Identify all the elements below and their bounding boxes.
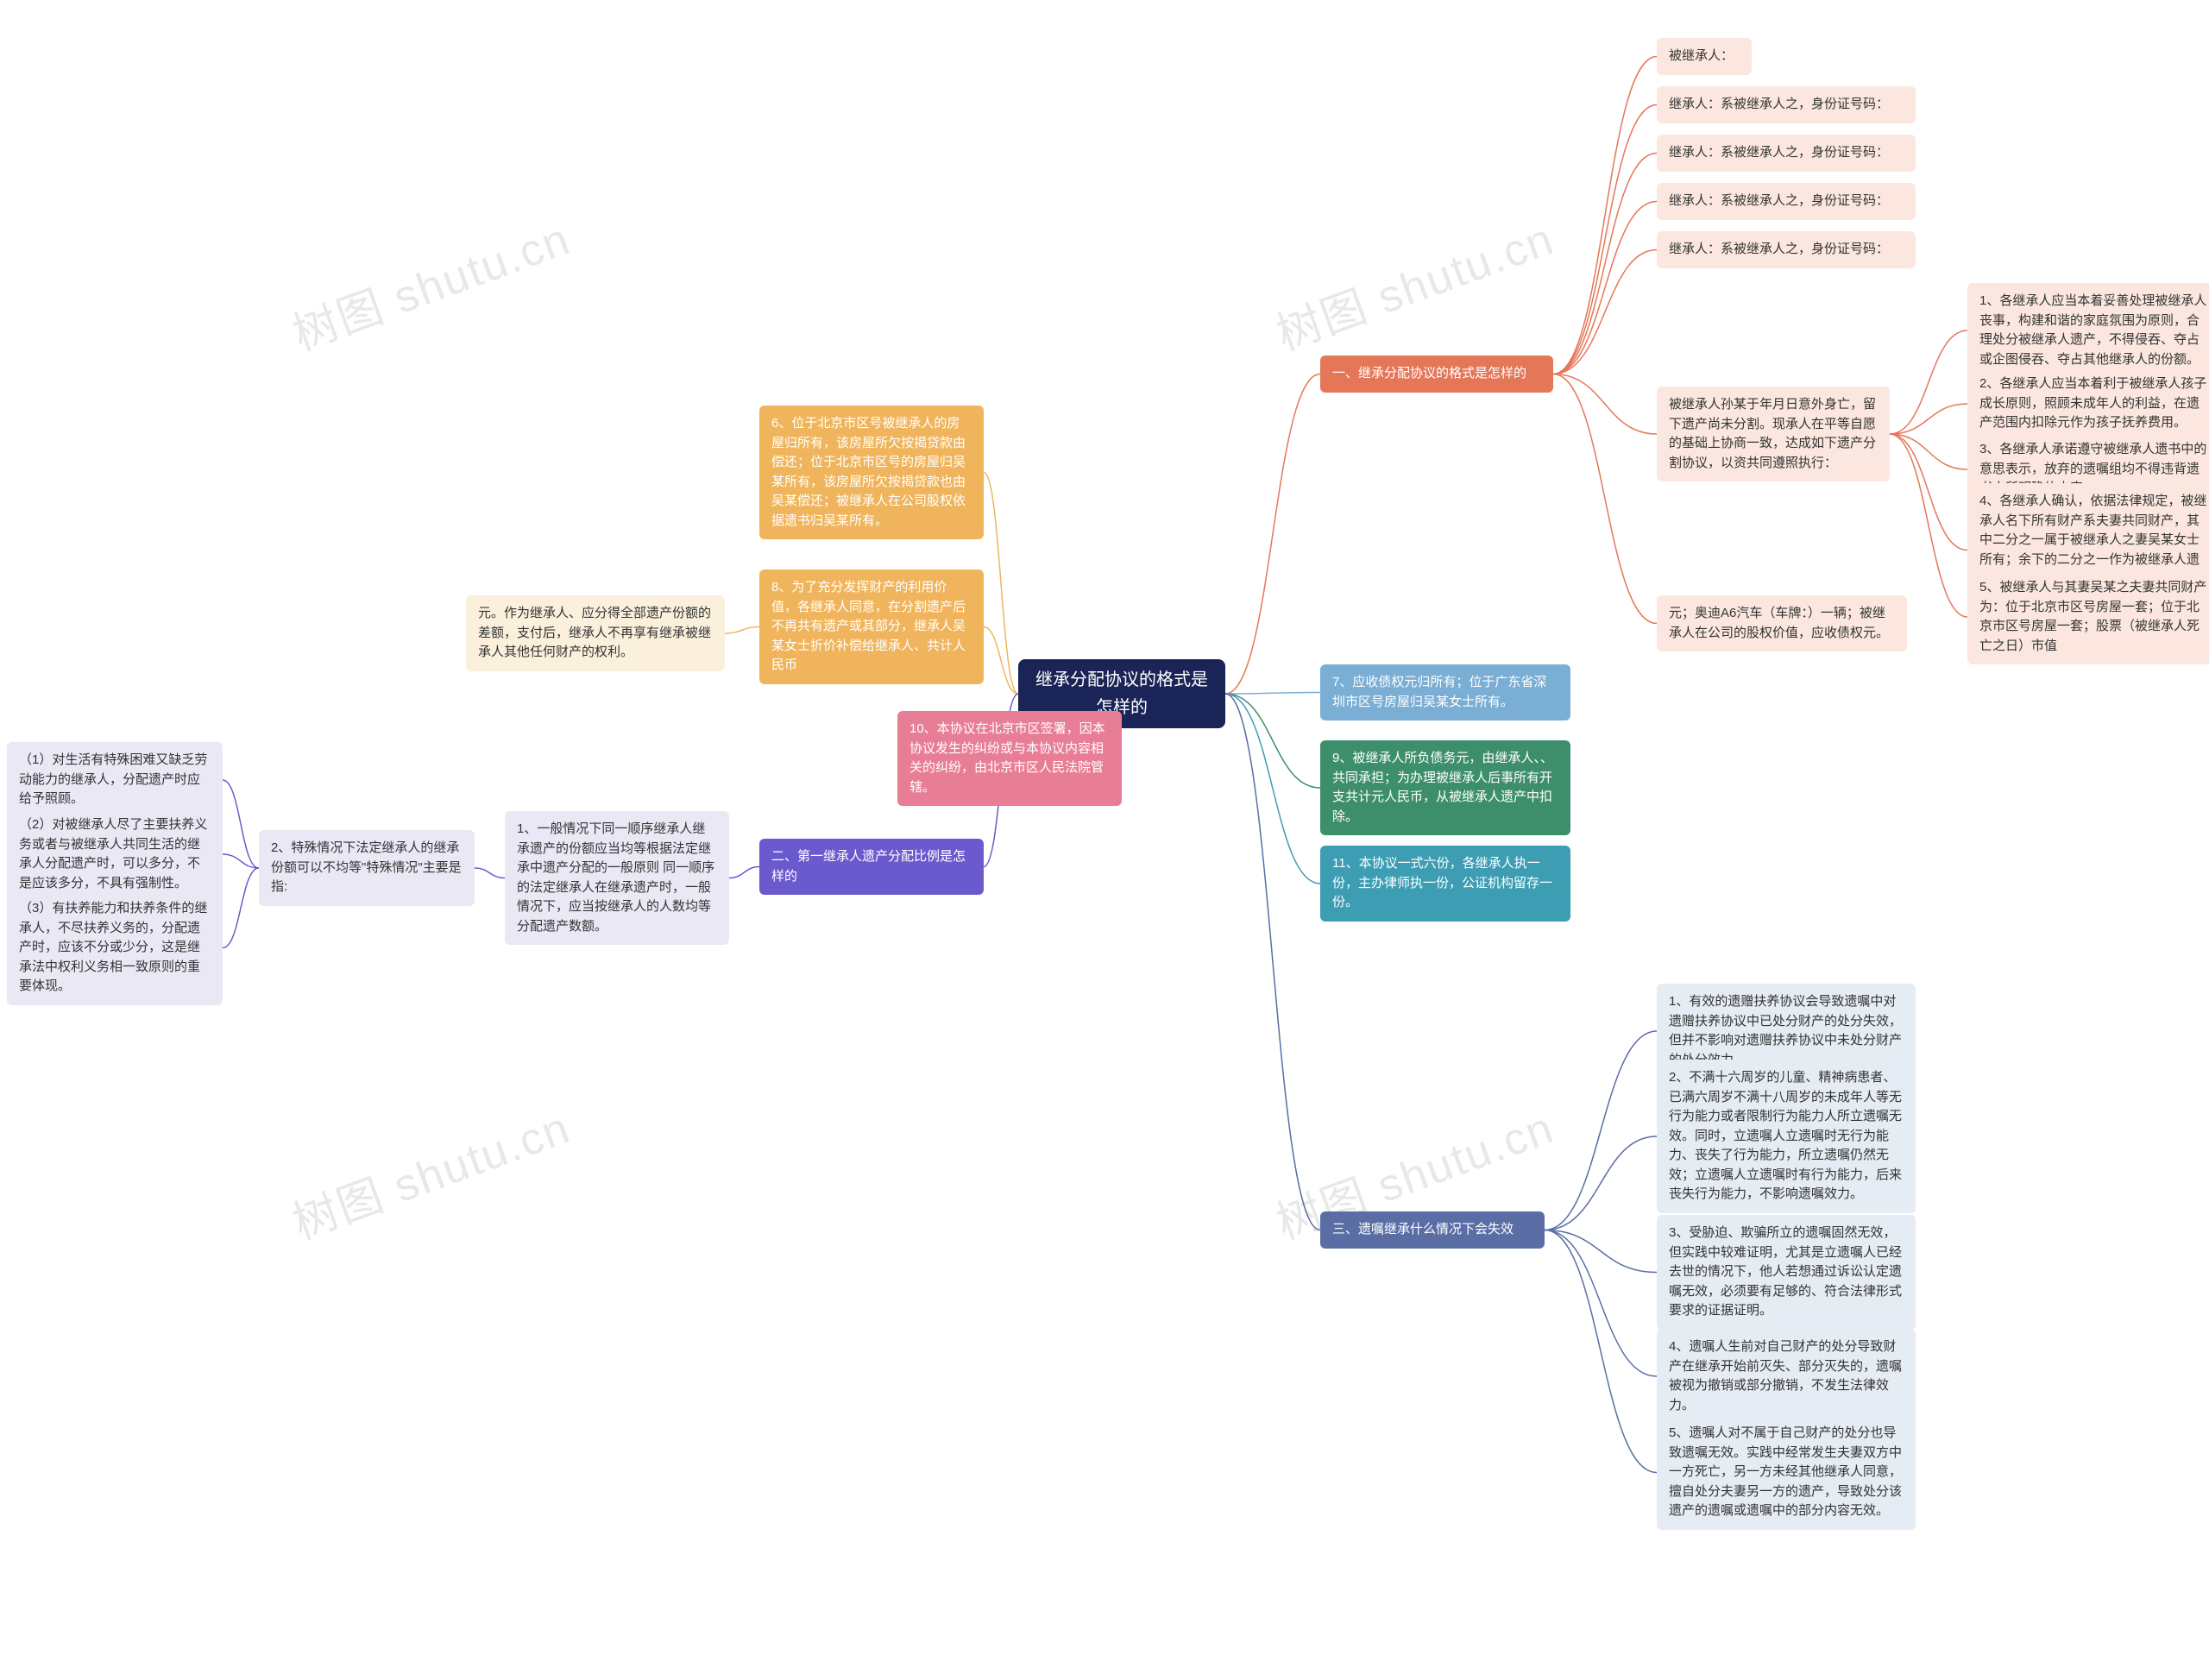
heir-3[interactable]: 继承人：系被继承人之，身份证号码： (1657, 183, 1916, 220)
branch-1[interactable]: 一、继承分配协议的格式是怎样的 (1320, 356, 1553, 393)
heir-0[interactable]: 被继承人： (1657, 38, 1752, 75)
heir-2[interactable]: 继承人：系被继承人之，身份证号码： (1657, 135, 1916, 172)
branch-11[interactable]: 11、本协议一式六份，各继承人执一份，主办律师执一份，公证机构留存一份。 (1320, 846, 1570, 922)
watermark: 树图 shutu.cn (1266, 203, 1561, 363)
n2-leaf-2[interactable]: （3）有扶养能力和扶养条件的继承人，不尽扶养义务的，分配遗产时，应该不分或少分，… (7, 890, 223, 1005)
agree-sub-4[interactable]: 5、被继承人与其妻吴某之夫妻共同财产为：位于北京市区号房屋一套；位于北京市区号房… (1967, 569, 2209, 664)
agree-sub-1[interactable]: 2、各继承人应当本着利于被继承人孩子成长原则，照顾未成年人的利益，在遗产范围内扣… (1967, 366, 2209, 442)
n3-sub-4[interactable]: 5、遗嘱人对不属于自己财产的处分也导致遗嘱无效。实践中经常发生夫妻双方中一方死亡… (1657, 1415, 1916, 1530)
branch-9[interactable]: 9、被继承人所负债务元，由继承人、、共同承担；为办理被继承人后事所有开支共计元人… (1320, 740, 1570, 835)
branch-8[interactable]: 8、为了充分发挥财产的利用价值，各继承人同意，在分割遗产后不再共有遗产或其部分，… (759, 569, 984, 684)
watermark: 树图 shutu.cn (282, 203, 577, 363)
n2-leaf-1[interactable]: （2）对被继承人尽了主要扶养义务或者与被继承人共同生活的继承人分配遗产时，可以多… (7, 807, 223, 902)
n3-sub-1[interactable]: 2、不满十六周岁的儿童、精神病患者、已满六周岁不满十八周岁的未成年人等无行为能力… (1657, 1060, 1916, 1213)
n2-sub1[interactable]: 1、一般情况下同一顺序继承人继承遗产的份额应当均等根据法定继承中遗产分配的一般原… (505, 811, 729, 945)
branch-6[interactable]: 6、位于北京市区号被继承人的房屋归所有，该房屋所欠按揭贷款由偿还；位于北京市区号… (759, 406, 984, 539)
agree-sub-0[interactable]: 1、各继承人应当本着妥善处理被继承人丧事，构建和谐的家庭氛围为原则，合理处分被继… (1967, 283, 2209, 378)
branch-8-sub[interactable]: 元。作为继承人、应分得全部遗产份额的差额，支付后，继承人不再享有继承被继承人其他… (466, 595, 725, 671)
n3-sub-2[interactable]: 3、受胁迫、欺骗所立的遗嘱固然无效，但实践中较难证明，尤其是立遗嘱人已经去世的情… (1657, 1215, 1916, 1330)
extra-yuan[interactable]: 元；奥迪A6汽车（车牌：）一辆；被继承人在公司的股权价值，应收债权元。 (1657, 595, 1907, 651)
branch-3[interactable]: 三、遗嘱继承什么情况下会失效 (1320, 1211, 1545, 1249)
n3-sub-3[interactable]: 4、遗嘱人生前对自己财产的处分导致财产在继承开始前灭失、部分灭失的，遗嘱被视为撤… (1657, 1329, 1916, 1424)
heir-4[interactable]: 继承人：系被继承人之，身份证号码： (1657, 231, 1916, 268)
watermark: 树图 shutu.cn (282, 1092, 577, 1252)
n2-sub2[interactable]: 2、特殊情况下法定继承人的继承份额可以不均等"特殊情况"主要是指: (259, 830, 475, 906)
branch-2[interactable]: 二、第一继承人遗产分配比例是怎样的 (759, 839, 984, 895)
branch-7[interactable]: 7、应收债权元归所有；位于广东省深圳市区号房屋归吴某女士所有。 (1320, 664, 1570, 720)
heir-1[interactable]: 继承人：系被继承人之，身份证号码： (1657, 86, 1916, 123)
branch-10[interactable]: 10、本协议在北京市区签署，因本协议发生的纠纷或与本协议内容相关的纠纷，由北京市… (897, 711, 1122, 806)
agree[interactable]: 被继承人孙某于年月日意外身亡，留下遗产尚未分割。现承人在平等自愿的基础上协商一致… (1657, 387, 1890, 481)
